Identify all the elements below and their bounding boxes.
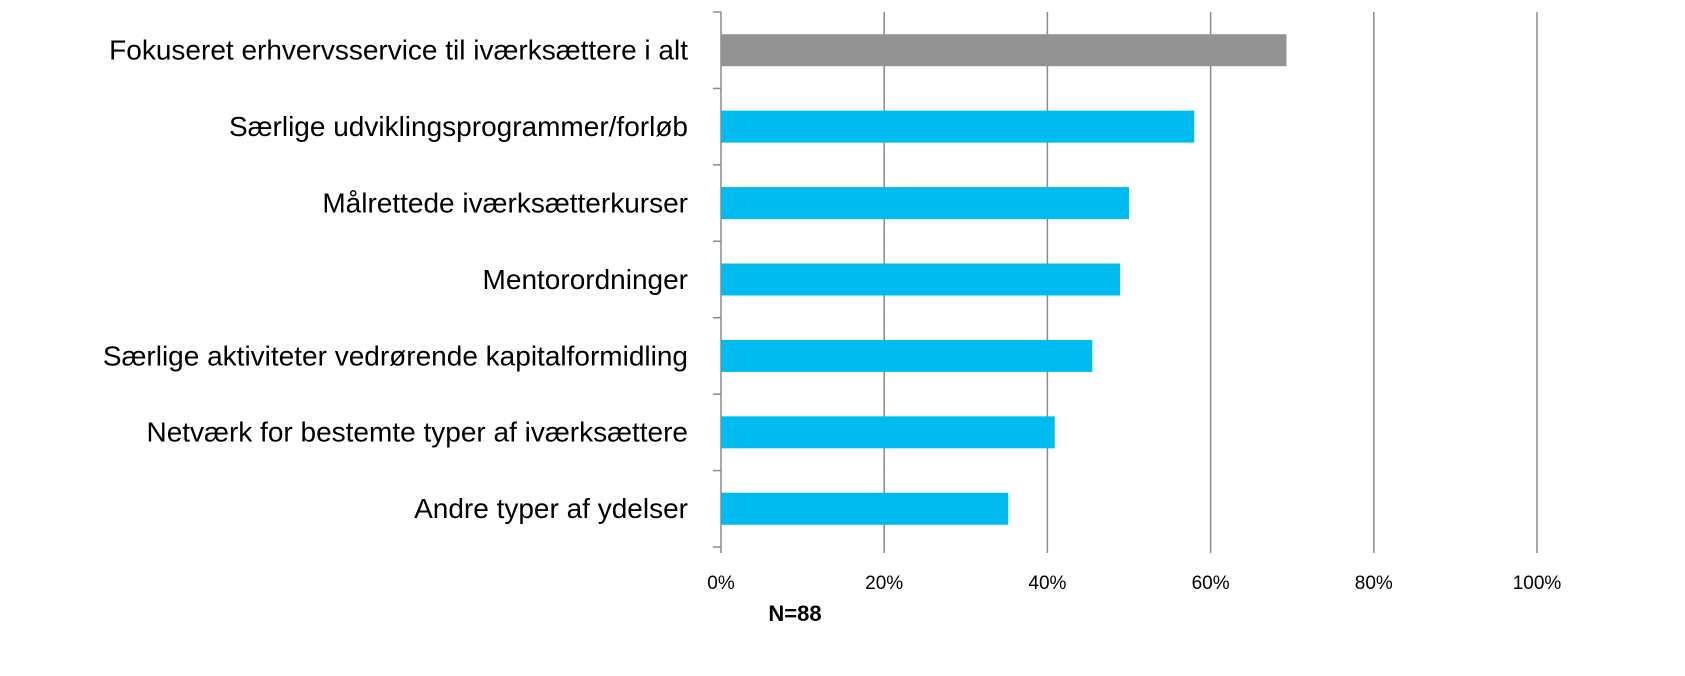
- y-tick-label: Målrettede iværksætterkurser: [322, 187, 688, 218]
- bar: [721, 187, 1129, 220]
- bar: [721, 263, 1121, 296]
- x-tick-label: 0%: [707, 573, 735, 594]
- y-tick-label: Fokuseret erhvervsservice til iværksætte…: [109, 35, 688, 66]
- y-tick-label: Andre typer af ydelser: [414, 493, 688, 524]
- x-tick-label: 20%: [865, 573, 903, 594]
- y-tick-label: Særlige aktiviteter vedrørende kapitalfo…: [103, 340, 688, 371]
- x-tick-label: 40%: [1028, 573, 1066, 594]
- bar: [721, 492, 1009, 525]
- bar: [721, 34, 1287, 67]
- x-tick-label: 100%: [1513, 573, 1562, 594]
- x-tick-label: 80%: [1355, 573, 1393, 594]
- y-tick-label: Særlige udviklingsprogrammer/forløb: [229, 111, 688, 142]
- y-tick-label: Mentorordninger: [483, 264, 688, 295]
- bar: [721, 416, 1055, 449]
- bar: [721, 110, 1195, 143]
- x-tick-label: 60%: [1192, 573, 1230, 594]
- bar: [721, 339, 1093, 372]
- annotation: N=88: [768, 601, 821, 626]
- y-tick-label: Netværk for bestemte typer af iværksætte…: [146, 417, 688, 448]
